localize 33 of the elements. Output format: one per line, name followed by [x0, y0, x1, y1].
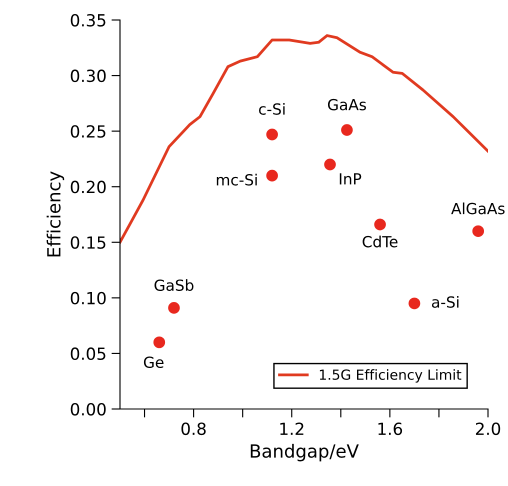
point: [324, 158, 336, 170]
y-tick-label: 0.05: [70, 347, 106, 360]
y-tick-label: 0.20: [70, 180, 106, 194]
annotation: a-Si: [432, 296, 458, 308]
point: [472, 225, 484, 238]
x-tick-label: 0.8: [181, 422, 206, 436]
point: [168, 302, 180, 314]
annotation: AlGaAs: [451, 202, 505, 214]
point: [374, 218, 386, 230]
point: [266, 128, 278, 140]
y-tick-label: 0.25: [70, 125, 106, 138]
y-tick-label: 0.30: [70, 70, 106, 82]
y-tick-label: 0.10: [70, 292, 106, 304]
x-axis-title: Bandgap/eV: [250, 444, 359, 462]
point: [153, 336, 166, 348]
annotation: CdTe: [362, 236, 398, 248]
y-tick-label: 0.00: [70, 402, 106, 416]
y-axis-title: Efficiency: [46, 171, 64, 256]
y-tick-label: 0.35: [70, 14, 106, 27]
annotation: InP: [340, 173, 362, 184]
point: [341, 124, 353, 136]
annotation: GaAs: [328, 98, 366, 110]
x-tick-label: 2.0: [476, 422, 500, 436]
point: [408, 298, 420, 310]
annotation: c-Si: [259, 103, 285, 115]
annotation: GaSb: [154, 279, 194, 292]
x-tick-label: 1.2: [280, 422, 304, 435]
x-tick-label: 1.6: [378, 422, 402, 436]
annotation: mc-Si: [216, 174, 257, 186]
y-tick-label: 0.15: [70, 236, 106, 249]
point: [266, 170, 278, 182]
annotation: Ge: [144, 356, 164, 368]
legend-label: 1.5G Efficiency Limit: [320, 369, 462, 383]
